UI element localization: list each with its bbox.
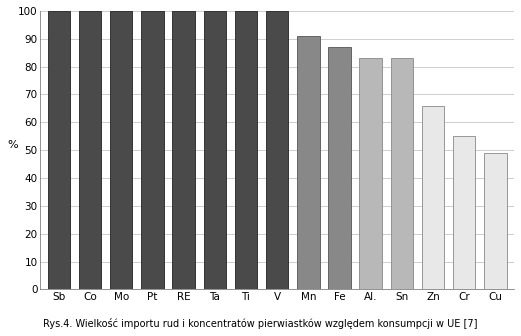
Bar [297, 36, 319, 289]
Bar [141, 11, 164, 289]
Bar [235, 11, 257, 289]
Bar [172, 11, 195, 289]
Bar [266, 11, 288, 289]
Y-axis label: %: % [7, 140, 18, 150]
Bar [79, 11, 101, 289]
Bar [328, 47, 351, 289]
Text: Rys.4. Wielkość importu rud i koncentratów pierwiastków względem konsumpcji w UE: Rys.4. Wielkość importu rud i koncentrat… [43, 318, 478, 329]
Bar [391, 58, 413, 289]
Bar [110, 11, 132, 289]
Bar [453, 136, 475, 289]
Bar [359, 58, 382, 289]
Bar [422, 106, 444, 289]
Bar [484, 153, 506, 289]
Bar [48, 11, 70, 289]
Bar [204, 11, 226, 289]
